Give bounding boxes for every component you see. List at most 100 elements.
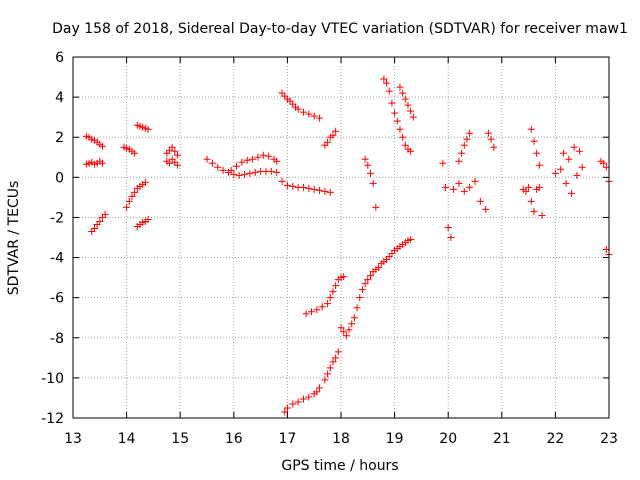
data-point xyxy=(530,137,538,145)
grid-lines xyxy=(73,57,609,418)
data-point xyxy=(165,159,173,167)
data-point xyxy=(401,141,409,149)
data-point xyxy=(321,376,329,384)
data-point xyxy=(388,99,396,107)
data-point xyxy=(251,168,259,176)
y-tick-label: -12 xyxy=(41,411,64,427)
y-tick-label: 0 xyxy=(55,170,64,186)
data-point xyxy=(324,370,332,378)
data-points xyxy=(82,75,613,416)
chart-title: Day 158 of 2018, Sidereal Day-to-day VTE… xyxy=(52,21,628,37)
data-point xyxy=(444,223,452,231)
data-point xyxy=(533,149,541,157)
series-s13 xyxy=(278,177,334,196)
series-s11 xyxy=(227,151,281,174)
data-point xyxy=(570,143,578,151)
data-point xyxy=(98,159,106,167)
data-point xyxy=(310,112,318,120)
data-point xyxy=(334,348,342,356)
data-point xyxy=(316,114,324,122)
data-point xyxy=(313,306,321,314)
y-axis-label: SDTVAR / TECUs xyxy=(6,181,22,296)
data-point xyxy=(484,129,492,137)
series-s17 xyxy=(337,236,415,340)
data-point xyxy=(460,187,468,195)
data-point xyxy=(329,288,337,296)
data-point xyxy=(557,165,565,173)
x-tick-label: 17 xyxy=(278,431,296,447)
data-point xyxy=(404,101,412,109)
data-point xyxy=(316,186,324,194)
data-point xyxy=(476,197,484,205)
series-s26 xyxy=(551,163,586,197)
data-point xyxy=(144,215,152,223)
data-point xyxy=(131,188,139,196)
series-s27 xyxy=(559,143,584,163)
data-point xyxy=(265,152,273,160)
series-s23 xyxy=(484,129,498,151)
data-point xyxy=(364,276,372,284)
data-point xyxy=(299,183,307,191)
data-point xyxy=(471,177,479,185)
data-point xyxy=(399,133,407,141)
x-tick-label: 20 xyxy=(439,431,457,447)
data-point xyxy=(383,79,391,87)
series-s15 xyxy=(281,348,342,416)
data-point xyxy=(407,147,415,155)
data-point xyxy=(439,159,447,167)
series-s18 xyxy=(361,155,380,211)
data-point xyxy=(219,166,227,174)
series-s25 xyxy=(527,125,543,169)
data-point xyxy=(308,308,316,316)
data-point xyxy=(141,178,149,186)
data-point xyxy=(101,210,109,218)
data-point xyxy=(326,364,334,372)
series-s1 xyxy=(82,132,106,150)
data-point xyxy=(366,272,374,280)
data-point xyxy=(466,183,474,191)
data-point xyxy=(356,294,364,302)
data-point xyxy=(324,300,332,308)
data-point xyxy=(573,171,581,179)
data-point xyxy=(393,117,401,125)
series-s14 xyxy=(321,127,340,149)
y-tick-label: 4 xyxy=(55,90,64,106)
data-point xyxy=(527,197,535,205)
x-tick-label: 22 xyxy=(546,431,564,447)
data-point xyxy=(600,159,608,167)
data-point xyxy=(230,170,238,178)
data-point xyxy=(299,395,307,403)
x-tick-label: 23 xyxy=(600,431,618,447)
x-tick-label: 15 xyxy=(171,431,189,447)
data-point xyxy=(337,324,345,332)
data-point xyxy=(358,286,366,294)
data-point xyxy=(364,161,372,169)
data-point xyxy=(326,188,334,196)
data-point xyxy=(578,163,586,171)
data-point xyxy=(565,155,573,163)
data-point xyxy=(482,205,490,213)
data-point xyxy=(463,135,471,143)
data-point xyxy=(340,273,348,281)
data-point xyxy=(174,161,182,169)
data-point xyxy=(329,131,337,139)
data-point xyxy=(350,314,358,322)
x-tick-label: 21 xyxy=(493,431,511,447)
series-s4 xyxy=(120,143,139,157)
data-point xyxy=(283,181,291,189)
data-point xyxy=(238,158,246,166)
x-tick-label: 13 xyxy=(64,431,82,447)
data-point xyxy=(168,143,176,151)
data-point xyxy=(259,151,267,159)
data-point xyxy=(345,326,353,334)
series-s9 xyxy=(163,155,182,169)
data-point xyxy=(329,358,337,366)
y-tick-label: -4 xyxy=(50,251,64,267)
series-s29 xyxy=(602,246,613,259)
series-s10 xyxy=(203,155,281,179)
data-point xyxy=(342,332,350,340)
data-point xyxy=(455,179,463,187)
data-point xyxy=(316,384,324,392)
data-point xyxy=(466,129,474,137)
